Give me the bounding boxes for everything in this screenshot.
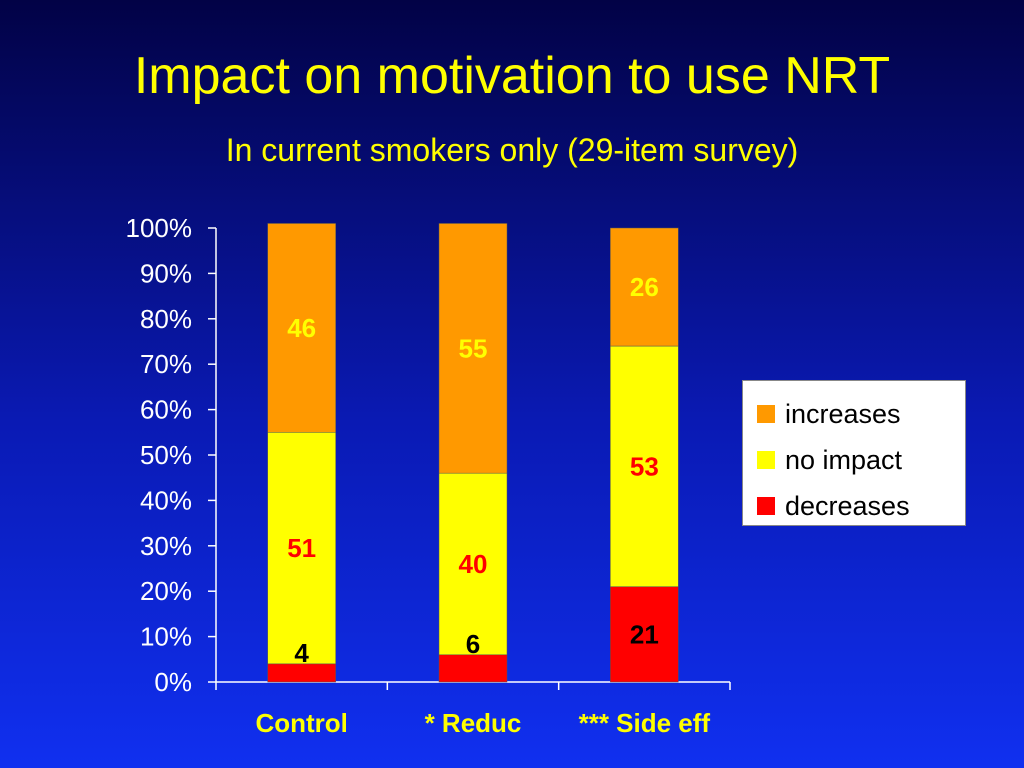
data-label-decreases-1: 4 bbox=[294, 638, 309, 668]
y-tick-label: 20% bbox=[140, 576, 192, 606]
legend-item-no-impact: no impact bbox=[757, 437, 965, 483]
data-label-decreases-3: 21 bbox=[630, 619, 659, 649]
legend-label-decreases: decreases bbox=[785, 490, 910, 521]
y-tick-label: 90% bbox=[140, 258, 192, 288]
legend-swatch-increases bbox=[757, 405, 775, 423]
y-tick-label: 10% bbox=[140, 622, 192, 652]
data-label-no-impact-3: 53 bbox=[630, 451, 659, 481]
data-label-decreases-2: 6 bbox=[466, 629, 480, 659]
x-category-label: Control bbox=[255, 708, 347, 738]
bar-segment-no-impact-3 bbox=[610, 345, 679, 587]
bar-segment-decreases-2 bbox=[438, 654, 508, 683]
bar-segment-decreases-3 bbox=[610, 586, 679, 683]
bar-segment-increases-1 bbox=[267, 223, 336, 433]
legend-item-increases: increases bbox=[757, 391, 965, 437]
data-label-increases-1: 46 bbox=[287, 313, 316, 343]
data-label-increases-2: 55 bbox=[459, 333, 488, 363]
bar-segment-no-impact-1 bbox=[267, 432, 336, 665]
legend-swatch-no-impact bbox=[757, 451, 775, 469]
legend-swatch-decreases bbox=[757, 497, 775, 515]
y-tick-label: 40% bbox=[140, 485, 192, 515]
legend-item-decreases: decreases bbox=[757, 483, 965, 529]
x-category-label: *** Side eff bbox=[579, 708, 711, 738]
y-tick-label: 30% bbox=[140, 531, 192, 561]
legend-label-increases: increases bbox=[785, 398, 901, 429]
chart-subtitle: In current smokers only (29-item survey) bbox=[225, 132, 799, 168]
legend-label-no-impact: no impact bbox=[785, 444, 903, 475]
y-tick-label: 0% bbox=[154, 667, 192, 697]
y-tick-label: 80% bbox=[140, 304, 192, 334]
y-tick-label: 50% bbox=[140, 440, 192, 470]
data-label-no-impact-1: 51 bbox=[287, 533, 316, 563]
y-tick-label: 70% bbox=[140, 349, 192, 379]
data-label-no-impact-2: 40 bbox=[459, 549, 488, 579]
chart-title: Impact on motivation to use NRT bbox=[133, 47, 891, 105]
legend: increases no impact decreases bbox=[742, 380, 966, 526]
y-tick-label: 60% bbox=[140, 395, 192, 425]
bar-segment-no-impact-2 bbox=[438, 472, 508, 656]
y-tick-label: 100% bbox=[126, 213, 193, 243]
bar-segment-increases-3 bbox=[610, 227, 679, 347]
x-category-label: * Reduc bbox=[425, 708, 522, 738]
bar-segment-increases-2 bbox=[438, 223, 508, 474]
data-label-increases-3: 26 bbox=[630, 272, 659, 302]
